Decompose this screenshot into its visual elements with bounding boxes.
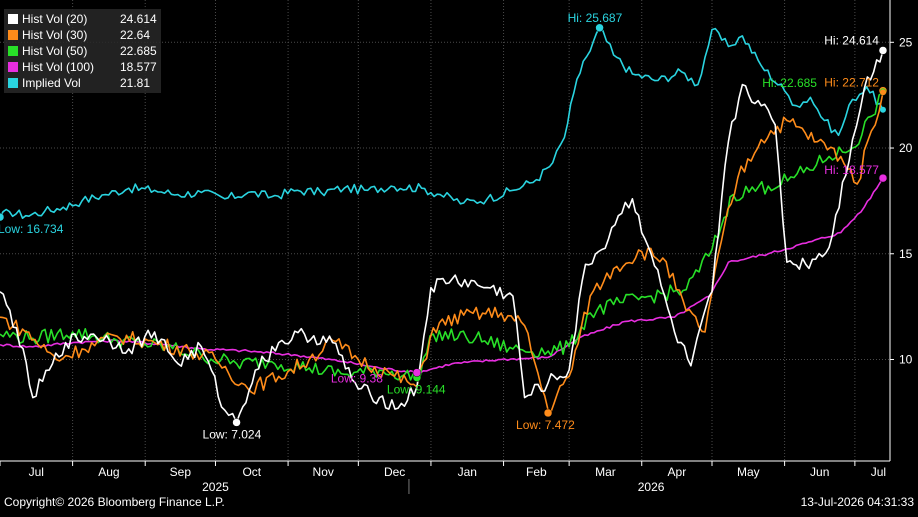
legend-value: 24.614 (120, 12, 157, 26)
x-tick-label-jun-11: Jun (810, 465, 829, 479)
legend-item-hist-vol-50: Hist Vol (50) 22.685 (8, 43, 157, 59)
series-end-point-hist-vol-20 (879, 47, 886, 54)
x-tick-label-dec-5: Dec (384, 465, 405, 479)
x-tick-label-sep-2: Sep (170, 465, 192, 479)
annotation-label-hi-25-687: Hi: 25.687 (568, 11, 623, 25)
annotation-label-hi-24-614: Hi: 24.614 (824, 33, 879, 47)
timestamp-text: 13-Jul-2026 04:31:33 (800, 495, 914, 509)
series-line-hist-vol-20 (0, 50, 884, 424)
legend-swatch (8, 62, 18, 72)
x-tick-label-may-10: May (737, 465, 760, 479)
x-tick-label-mar-8: Mar (595, 465, 616, 479)
annotation-marker-low-16-734 (0, 212, 5, 222)
series-end-point-hist-vol-30 (879, 89, 886, 96)
legend-label: Hist Vol (100) (22, 60, 95, 74)
series-end-point-hist-vol-100 (879, 175, 886, 182)
x-tick-label-apr-9: Apr (668, 465, 687, 479)
series-line-hist-vol-30 (0, 92, 884, 413)
legend-swatch (8, 46, 18, 56)
legend-value: 18.577 (120, 60, 157, 74)
legend-item-hist-vol-30: Hist Vol (30) 22.64 (8, 27, 157, 43)
annotation-label-low-7-472: Low: 7.472 (516, 418, 575, 432)
legend-value: 22.685 (120, 44, 157, 58)
annotation-label-hi-22-685: Hi: 22.685 (762, 76, 817, 90)
annotation-marker-hi-25-687 (595, 23, 604, 33)
annotation-label-low-7-024: Low: 7.024 (203, 427, 262, 441)
y-tick-label-10: 10 (899, 352, 913, 366)
annotation-marker-low-7-472 (543, 408, 553, 418)
x-tick-label-nov-4: Nov (313, 465, 334, 479)
series-line-hist-vol-100 (0, 177, 884, 374)
legend-value: 21.81 (120, 76, 151, 90)
x-tick-label-jul-12: Jul (871, 465, 886, 479)
legend-swatch (8, 78, 18, 88)
series-line-implied-vol (0, 26, 884, 219)
year-label-2025: 2025 (202, 480, 229, 494)
legend-value: 22.64 (120, 28, 151, 42)
legend-item-hist-vol-100: Hist Vol (100) 18.577 (8, 59, 157, 75)
legend-label: Implied Vol (22, 76, 81, 90)
legend-item-implied-vol: Implied Vol 21.81 (8, 75, 157, 91)
legend-label: Hist Vol (50) (22, 44, 88, 58)
x-tick-label-oct-3: Oct (242, 465, 261, 479)
x-tick-label-jan-6: Jan (458, 465, 477, 479)
y-tick-label-20: 20 (899, 141, 913, 155)
legend-item-hist-vol-20: Hist Vol (20) 24.614 (8, 11, 157, 27)
year-label-2026: 2026 (638, 480, 665, 494)
legend-swatch (8, 30, 18, 40)
annotation-label-hi-18-577: Hi: 18.577 (824, 163, 879, 177)
y-tick-label-15: 15 (899, 247, 913, 261)
x-tick-label-feb-7: Feb (526, 465, 547, 479)
series-line-hist-vol-50 (0, 90, 884, 381)
y-tick-label-25: 25 (899, 35, 913, 49)
legend-label: Hist Vol (30) (22, 28, 88, 42)
series-end-point-implied-vol (879, 106, 886, 113)
x-tick-label-aug-1: Aug (98, 465, 119, 479)
annotation-label-low-9-38: Low: 9.38 (331, 372, 383, 386)
legend-swatch (8, 14, 18, 24)
x-tick-label-jul-0: Jul (29, 465, 44, 479)
legend: Hist Vol (20) 24.614 Hist Vol (30) 22.64… (4, 9, 161, 93)
legend-label: Hist Vol (20) (22, 12, 88, 26)
copyright-text: Copyright© 2026 Bloomberg Finance L.P. (4, 495, 225, 509)
annotation-label-low-16-734: Low: 16.734 (0, 222, 64, 236)
annotation-marker-low-7-024 (232, 418, 241, 427)
annotation-marker-low-9-38 (412, 368, 422, 377)
annotation-label-low-9-144: Low: 9.144 (387, 383, 446, 397)
annotation-label-hi-22-712: Hi: 22.712 (824, 76, 879, 90)
